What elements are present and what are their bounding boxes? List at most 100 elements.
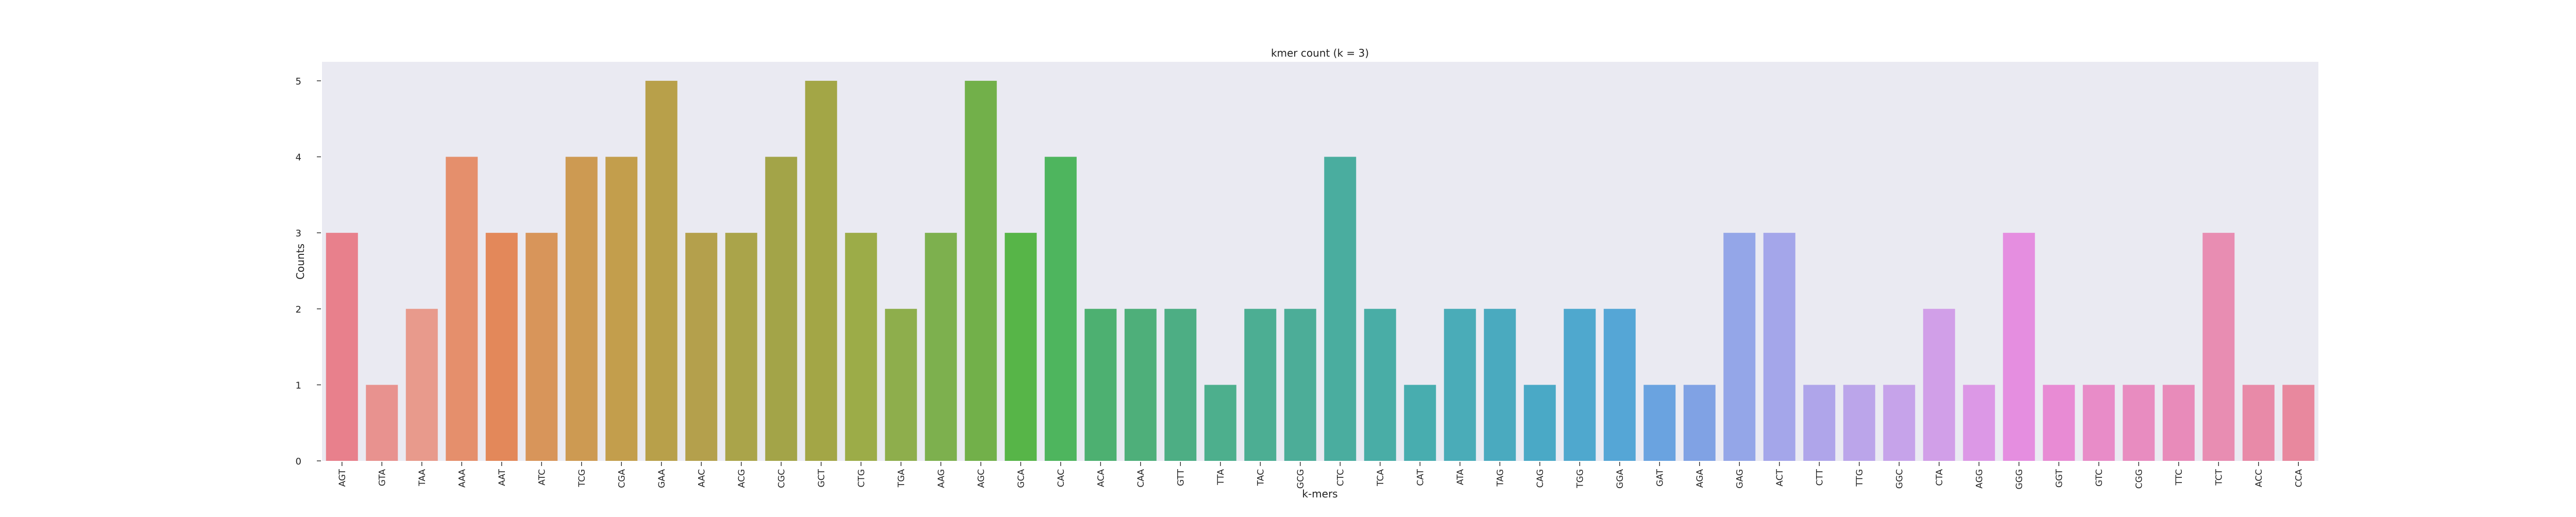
x-axis-ticks: AGT GTA TAA AAA AAT ATC TCG CGA GAA AAC ACG CGC GCT C… — [337, 462, 2304, 490]
bar-tgg — [1564, 308, 1596, 461]
x-tick-label: TAA — [417, 469, 428, 487]
bar-cat — [1404, 385, 1436, 461]
x-tick-label: TTG — [1855, 469, 1865, 487]
bar-aaa — [446, 157, 478, 461]
bar-gag — [1723, 233, 1756, 461]
bars-group — [326, 80, 2315, 461]
bar-cta — [1923, 308, 1955, 461]
bar-tca — [1364, 308, 1396, 461]
x-tick-label: AAC — [697, 469, 707, 487]
bar-taa — [405, 308, 438, 461]
bar-aca — [1084, 308, 1117, 461]
bar-caa — [1124, 308, 1157, 461]
x-tick-label: GCG — [1296, 469, 1306, 489]
bar-gga — [1603, 308, 1636, 461]
x-tick-label: ACC — [2254, 469, 2264, 487]
x-tick-label: CTC — [1335, 469, 1346, 486]
x-tick-label: AAG — [936, 469, 946, 488]
bar-cac — [1044, 157, 1077, 461]
x-axis-label: k-mers — [1302, 488, 1337, 500]
bar-ttc — [2162, 385, 2195, 461]
bar-act — [1763, 233, 1795, 461]
x-tick-label: AGG — [1974, 469, 1985, 489]
x-tick-label: AAA — [457, 469, 467, 488]
bar-aac — [685, 233, 718, 461]
bar-tag — [1484, 308, 1516, 461]
x-tick-label: CTG — [856, 469, 867, 487]
bar-ata — [1444, 308, 1476, 461]
x-tick-label: GTT — [1176, 469, 1186, 486]
x-tick-label: TCA — [1376, 469, 1386, 487]
bar-ttg — [1843, 385, 1875, 461]
x-tick-label: GAA — [657, 469, 667, 488]
x-tick-label: TTC — [2174, 469, 2184, 486]
bar-tga — [885, 308, 917, 461]
x-tick-label: ACT — [1775, 469, 1785, 486]
y-tick-label: 5 — [296, 76, 301, 87]
x-tick-label: ACG — [737, 469, 747, 488]
x-tick-label: ATA — [1455, 469, 1466, 485]
x-tick-label: AGT — [337, 469, 348, 487]
x-tick-label: CAT — [1415, 469, 1426, 486]
bar-aat — [485, 233, 518, 461]
x-tick-label: GGC — [1894, 469, 1905, 489]
bar-acc — [2242, 385, 2275, 461]
x-tick-label: GCT — [817, 469, 827, 487]
bar-cgc — [765, 157, 798, 461]
x-tick-label: AGC — [976, 469, 987, 488]
bar-gta — [366, 385, 398, 461]
bar-ggt — [2043, 385, 2075, 461]
x-tick-label: ACA — [1096, 469, 1106, 487]
x-tick-label: GGA — [1615, 469, 1625, 489]
x-tick-label: GGT — [2054, 469, 2064, 488]
bar-atc — [526, 233, 558, 461]
x-tick-label: CGA — [617, 469, 627, 488]
y-tick-label: 0 — [296, 456, 301, 467]
x-tick-label: CGC — [776, 469, 787, 488]
bar-agg — [1963, 385, 1995, 461]
bar-agt — [326, 233, 358, 461]
x-tick-label: TCT — [2214, 469, 2224, 486]
x-tick-label: GTA — [377, 469, 387, 487]
x-tick-label: TAG — [1495, 469, 1505, 487]
x-tick-label: CAG — [1535, 469, 1546, 488]
bar-cga — [605, 157, 638, 461]
x-tick-label: GTC — [2094, 469, 2105, 487]
x-tick-label: GAG — [1735, 469, 1745, 489]
bar-ggg — [2003, 233, 2035, 461]
y-tick-label: 3 — [296, 228, 301, 239]
bar-gca — [1005, 233, 1037, 461]
y-axis-label: Counts — [294, 244, 307, 280]
bar-ctt — [1803, 385, 1836, 461]
x-tick-label: ATC — [537, 469, 547, 486]
x-tick-label: TCG — [577, 469, 587, 487]
x-tick-label: AAT — [497, 469, 507, 486]
bar-aag — [925, 233, 957, 461]
bar-gat — [1643, 385, 1676, 461]
bar-tcg — [565, 157, 598, 461]
x-tick-label: AGA — [1695, 469, 1705, 488]
bar-gaa — [645, 80, 677, 461]
x-tick-label: TGA — [896, 469, 907, 488]
y-tick-label: 4 — [296, 152, 301, 163]
bar-gct — [805, 80, 837, 461]
x-tick-label: CAA — [1136, 469, 1146, 488]
bar-gtc — [2082, 385, 2115, 461]
x-tick-label: CTA — [1935, 469, 1945, 486]
bar-tac — [1244, 308, 1277, 461]
bar-gtt — [1164, 308, 1197, 461]
x-tick-label: CGG — [2134, 469, 2144, 489]
x-tick-label: TGG — [1575, 469, 1585, 489]
x-tick-label: GCA — [1016, 469, 1026, 488]
bar-cag — [1523, 385, 1556, 461]
x-tick-label: TTA — [1216, 469, 1226, 486]
y-tick-label: 1 — [296, 380, 301, 391]
bar-agc — [964, 80, 997, 461]
x-tick-label: CCA — [2294, 469, 2304, 488]
bar-aga — [1683, 385, 1716, 461]
x-tick-label: TAC — [1256, 469, 1266, 486]
x-tick-label: GGG — [2014, 469, 2025, 490]
bar-tta — [1204, 385, 1236, 461]
